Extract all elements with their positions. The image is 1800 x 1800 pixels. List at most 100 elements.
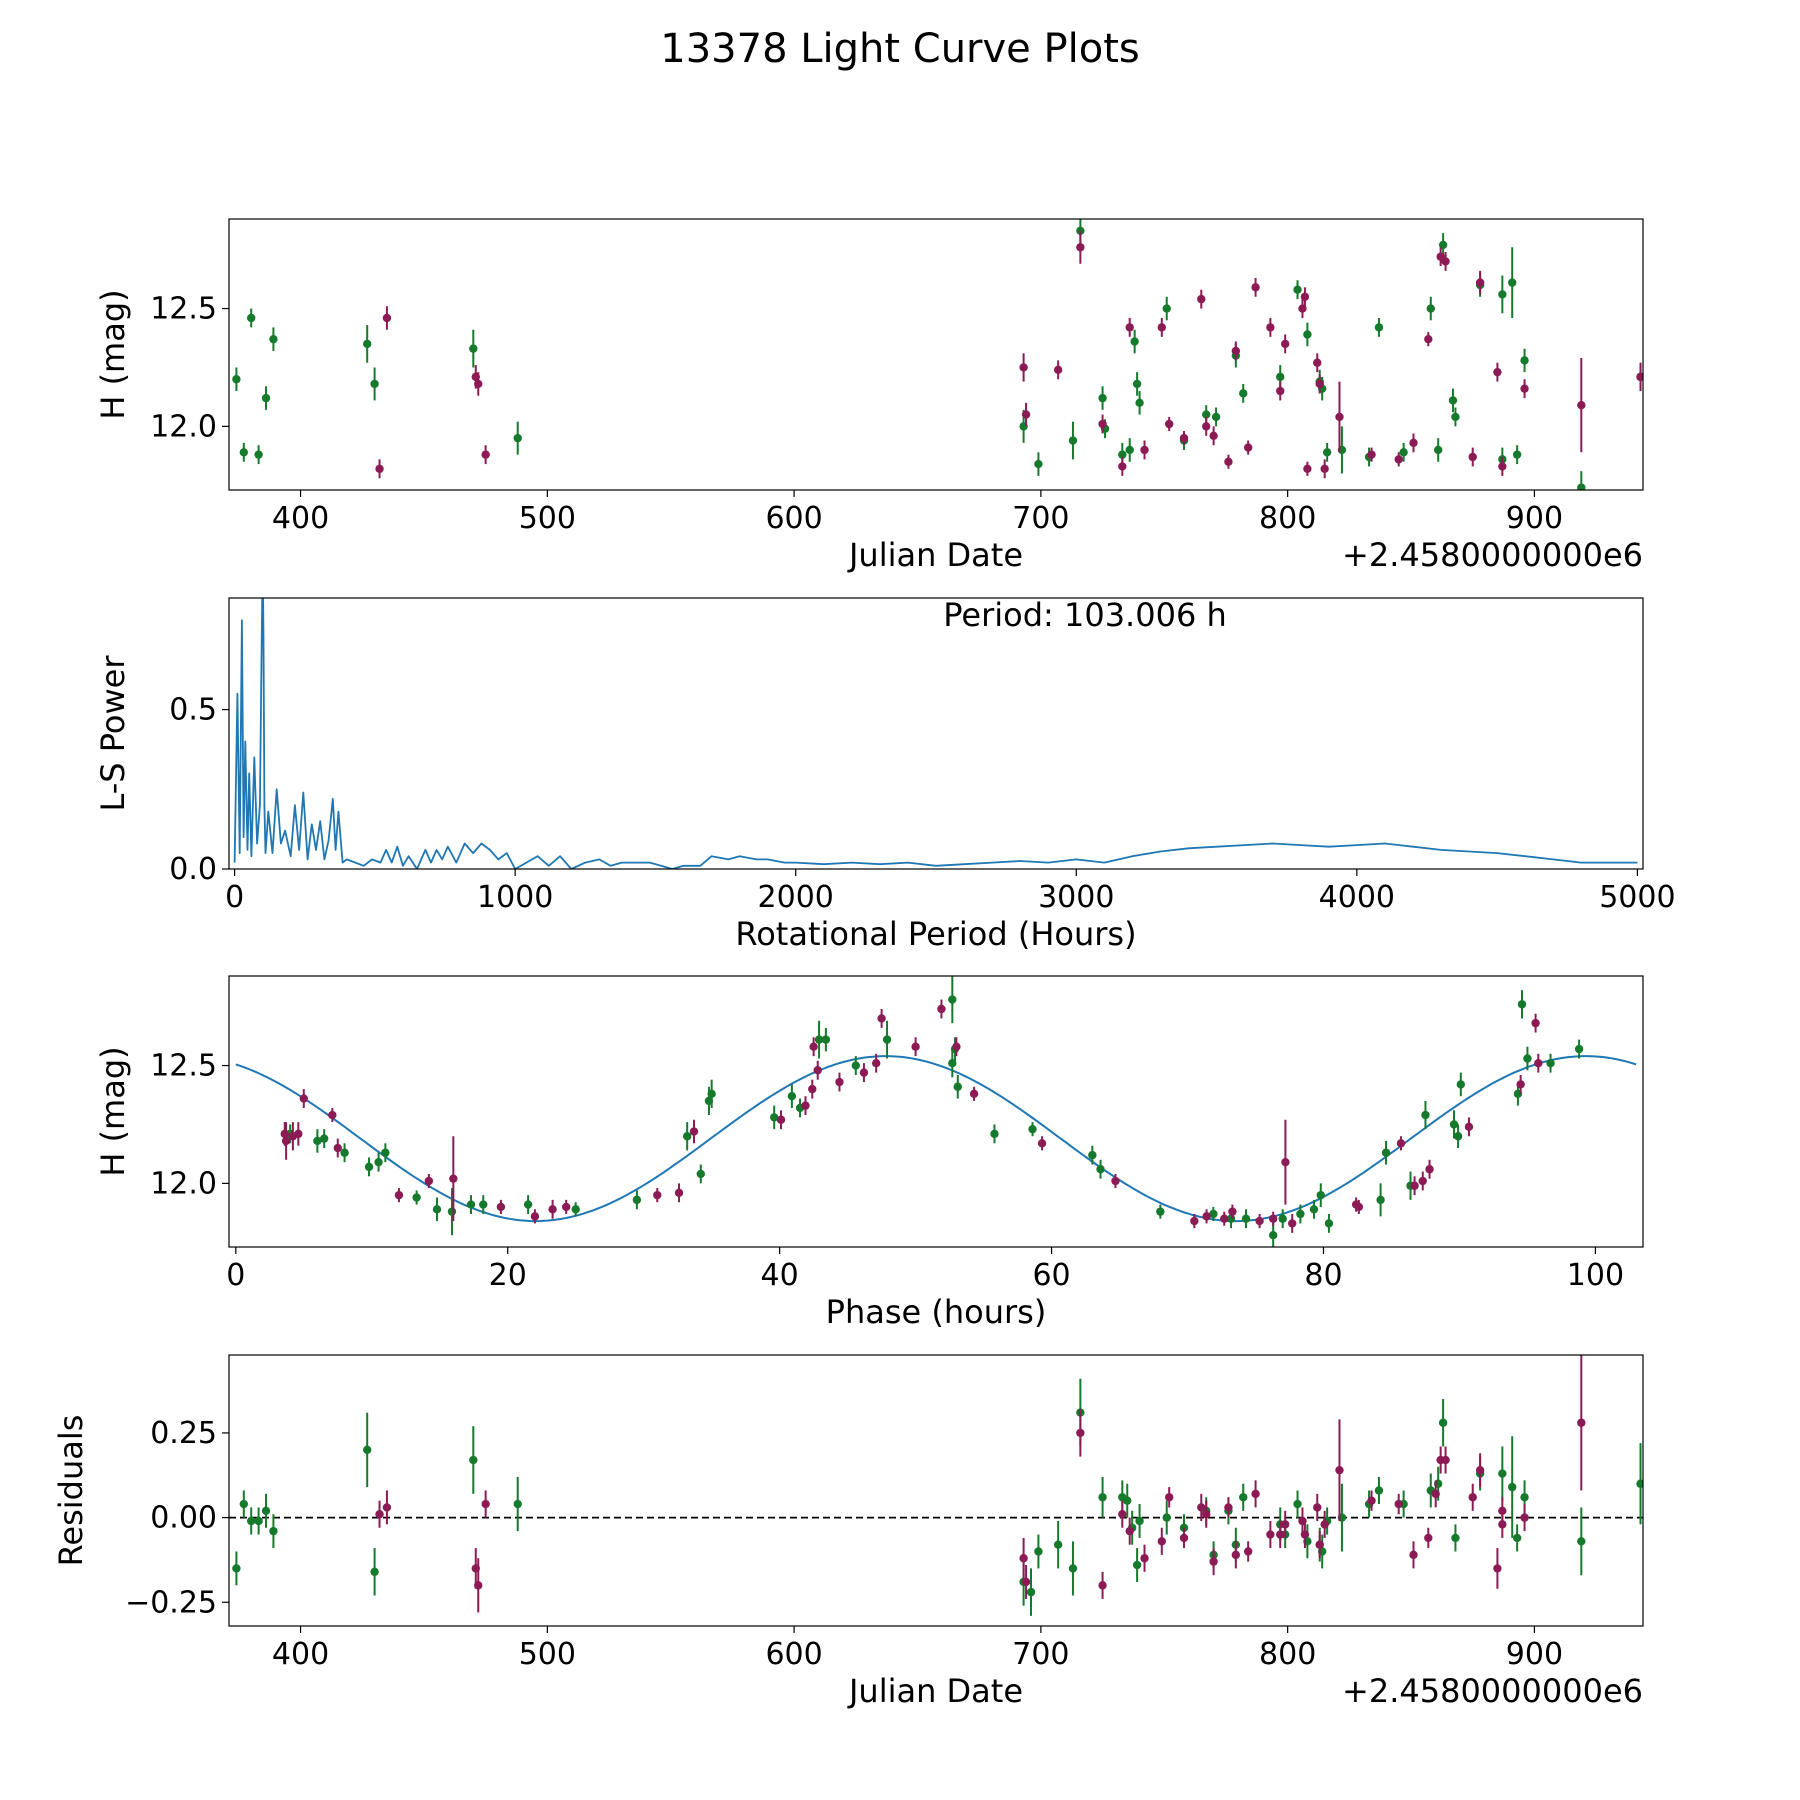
x-tick-label: 600 [765,501,822,536]
data-marker [1130,337,1139,346]
purple-data-point [1224,454,1233,469]
phased-axes-frame [228,975,1644,1248]
data-marker [859,1068,869,1077]
purple-data-point [871,1053,881,1073]
data-marker [1243,443,1253,452]
green-data-point [632,1190,642,1210]
data-marker [375,1510,384,1519]
purple-data-point [1053,360,1063,380]
green-data-point [1125,438,1134,462]
purple-data-point [1224,1497,1233,1518]
data-marker [1021,1577,1031,1587]
green-data-point [1546,1053,1555,1073]
green-data-point [682,1122,692,1151]
data-marker [1197,294,1206,304]
green-data-point [1034,452,1043,476]
data-marker [1512,450,1522,459]
data-marker [1135,1516,1144,1526]
green-data-point [469,329,478,368]
purple-data-point [1276,381,1285,401]
green-data-point [787,1084,797,1108]
data-marker [1316,1190,1325,1200]
data-marker [239,448,249,457]
purple-data-point [424,1173,434,1189]
data-marker [1374,1486,1384,1495]
x-tick-label: 5000 [1599,880,1675,915]
data-marker [362,339,372,349]
purple-data-point [911,1037,920,1057]
data-marker [1433,445,1443,455]
green-data-point [370,367,379,401]
purple-data-point [1255,1214,1264,1229]
data-marker [1156,1207,1165,1216]
purple-data-point [1335,1419,1344,1521]
data-marker [1498,1520,1507,1529]
purple-data-point [1410,1176,1419,1196]
green-data-point [1399,442,1408,462]
purple-data-point [1220,1211,1229,1226]
green-data-point [1448,388,1458,413]
purple-data-point [1520,379,1529,399]
data-marker [1399,448,1408,457]
data-marker [281,1136,291,1146]
green-data-point [269,327,278,351]
green-data-point [1068,421,1078,460]
periodogram-axes-frame [228,597,1644,870]
data-marker [1098,419,1107,429]
data-marker [1202,1212,1211,1221]
purple-data-point [776,1110,786,1130]
data-marker [682,1132,692,1141]
data-marker [1410,1181,1419,1190]
data-marker [474,379,483,389]
data-marker [313,1136,322,1146]
purple-data-point [1231,1541,1241,1569]
purple-data-point [1520,1504,1529,1532]
data-marker [809,1042,818,1051]
data-marker [1132,379,1142,389]
green-data-point [1376,1183,1385,1217]
data-marker [340,1148,349,1157]
lightcurve-plot-area [232,219,1643,490]
data-marker [1243,1547,1253,1556]
purple-data-point [1424,1527,1433,1549]
purple-data-point [1125,1517,1134,1545]
purple-data-point [689,1119,699,1144]
data-marker [474,1581,483,1590]
lightcurve-axes-frame [228,218,1644,491]
data-marker [1464,1122,1474,1132]
data-marker [1228,1207,1237,1216]
purple-data-point [1098,1571,1107,1599]
data-marker [254,1516,263,1526]
green-data-point [1162,1500,1171,1535]
data-marker [1449,1120,1459,1129]
data-marker [1202,410,1211,419]
data-marker [937,1004,946,1014]
purple-data-point [1320,1510,1329,1538]
data-marker [1021,410,1031,419]
data-marker [1251,1489,1260,1499]
data-marker [1468,1493,1477,1502]
data-marker [1280,339,1290,349]
data-marker [1309,1205,1319,1214]
green-data-point [882,1020,892,1059]
green-data-point [1381,1140,1391,1165]
purple-data-point [1140,440,1149,460]
data-marker [948,995,957,1004]
data-marker [1118,462,1127,471]
data-marker [1508,278,1517,287]
purple-data-point [1111,1173,1120,1189]
data-marker [479,1200,488,1209]
data-marker [1451,1533,1460,1543]
data-marker [1531,1018,1540,1028]
green-data-point [370,1548,379,1596]
data-marker [1098,393,1107,403]
data-marker [1636,1479,1643,1488]
x-tick-label: 700 [1012,1637,1069,1672]
data-marker [1162,304,1171,313]
purple-data-point [375,459,384,479]
x-tick-label: 900 [1506,1637,1563,1672]
x-axis-label: Julian Date [847,1672,1023,1710]
purple-data-point [1276,1520,1285,1549]
y-tick-label: 12.0 [150,1166,217,1201]
data-marker [1019,363,1028,372]
